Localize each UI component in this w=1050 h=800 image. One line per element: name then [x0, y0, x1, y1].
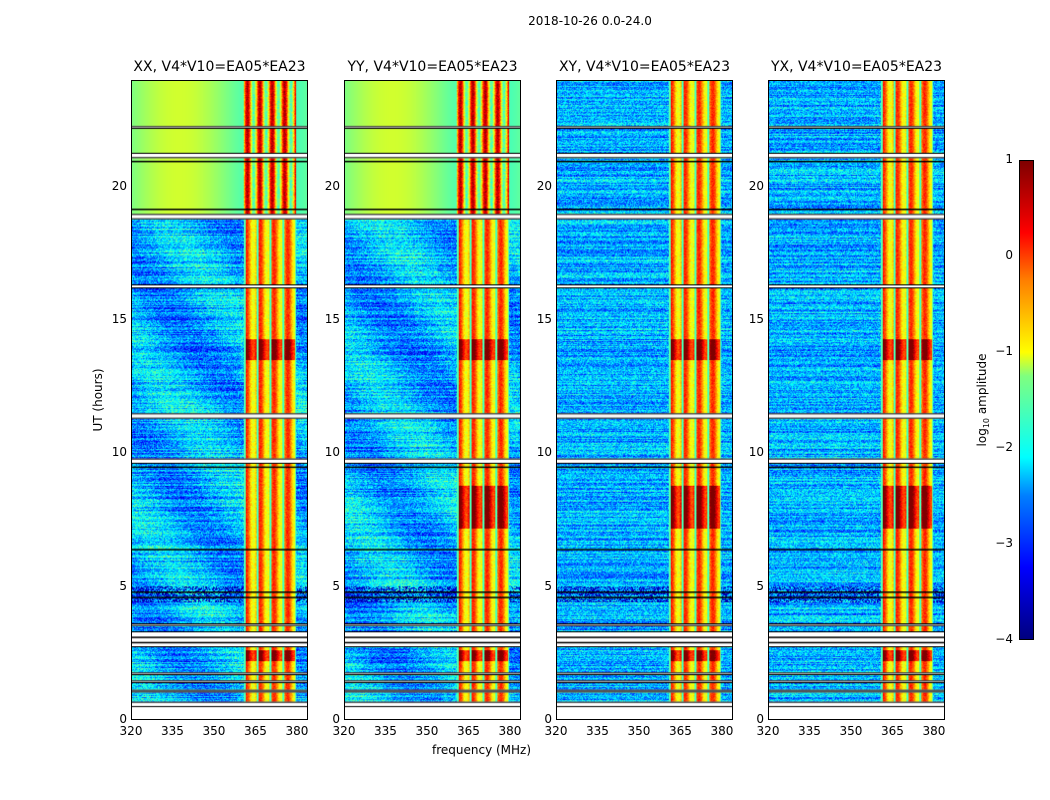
x-tick-label: 350	[415, 724, 439, 738]
x-tick-label: 380	[285, 724, 309, 738]
colorbar-tick-label: 0	[1005, 248, 1013, 262]
y-tick-label: 0	[332, 712, 340, 726]
waterfall-panel	[344, 80, 521, 720]
x-tick-label: 380	[498, 724, 522, 738]
y-tick-label: 20	[748, 178, 764, 193]
waterfall-image	[769, 81, 944, 719]
y-tick-label: 15	[748, 312, 764, 326]
y-tick-label: 20	[111, 178, 127, 193]
y-tick-label: 0	[544, 712, 552, 726]
panel-title: XY, V4*V10=EA05*EA23	[558, 59, 731, 75]
x-tick-label: 320	[119, 724, 143, 738]
colorbar-tick-label: −3	[995, 536, 1013, 550]
x-axis-label: frequency (MHz)	[432, 743, 532, 757]
x-tick-label: 320	[544, 724, 568, 738]
y-tick-label: 5	[119, 578, 127, 593]
x-tick-label: 335	[798, 724, 821, 738]
waterfall-panel	[768, 80, 945, 720]
panel-title: XX, V4*V10=EA05*EA23	[133, 59, 306, 75]
x-tick-label: 380	[922, 724, 946, 738]
y-tick-label: 0	[119, 712, 127, 726]
panel-title: YX, V4*V10=EA05*EA23	[770, 59, 943, 75]
y-tick-label: 0	[756, 712, 764, 726]
x-tick-label: 350	[202, 724, 226, 738]
x-tick-label: 320	[756, 724, 780, 738]
x-tick-label: 320	[332, 724, 356, 738]
x-tick-label: 350	[839, 724, 863, 738]
x-tick-label: 380	[710, 724, 734, 738]
panel-title: YY, V4*V10=EA05*EA23	[347, 59, 518, 75]
colorbar	[1019, 160, 1034, 640]
y-tick-label: 10	[536, 445, 552, 460]
waterfall-panel	[131, 80, 308, 720]
x-tick-label: 335	[161, 724, 184, 738]
waterfall-image	[345, 81, 520, 719]
figure-title: 2018-10-26 0.0-24.0	[528, 14, 652, 28]
x-tick-label: 365	[669, 724, 692, 738]
waterfall-image	[132, 81, 307, 719]
y-tick-label: 20	[324, 178, 340, 193]
colorbar-tick-label: −4	[995, 632, 1013, 646]
x-tick-label: 335	[374, 724, 397, 738]
y-tick-label: 15	[324, 312, 340, 326]
y-axis-label: UT (hours)	[91, 368, 105, 432]
y-tick-label: 15	[536, 312, 552, 326]
colorbar-tick-label: −1	[995, 344, 1013, 358]
waterfall-image	[557, 81, 732, 719]
y-tick-label: 5	[756, 578, 764, 593]
colorbar-tick-label: −2	[995, 440, 1013, 454]
y-tick-label: 5	[544, 578, 552, 593]
x-tick-label: 365	[244, 724, 267, 738]
x-tick-label: 365	[881, 724, 904, 738]
y-tick-label: 20	[536, 178, 552, 193]
x-tick-label: 350	[627, 724, 651, 738]
y-tick-label: 10	[324, 445, 340, 460]
waterfall-panel	[556, 80, 733, 720]
colorbar-tick-label: 1	[1005, 152, 1013, 166]
x-tick-label: 365	[457, 724, 480, 738]
y-tick-label: 10	[748, 445, 764, 460]
y-tick-label: 15	[111, 312, 127, 326]
y-tick-label: 10	[111, 445, 127, 460]
colorbar-label: log10 amplitude	[974, 353, 992, 447]
x-tick-label: 335	[586, 724, 609, 738]
y-tick-label: 5	[332, 578, 340, 593]
